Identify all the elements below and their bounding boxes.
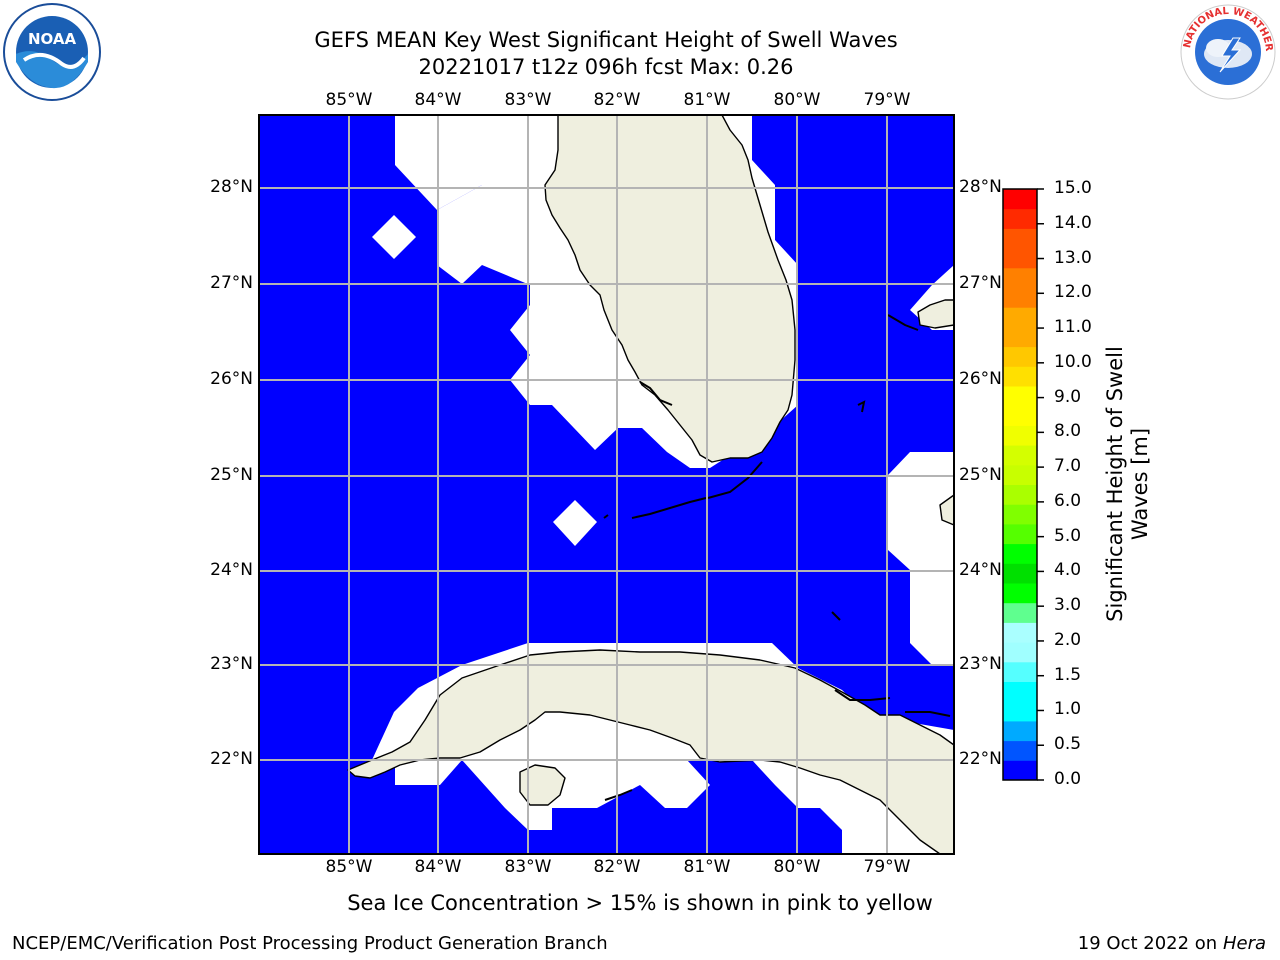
land-masses <box>347 115 954 854</box>
florida-land <box>544 115 796 463</box>
colorbar-bin <box>1003 464 1037 485</box>
colorbar-bin <box>1003 267 1037 288</box>
lon-label-top: 81°W <box>683 90 731 110</box>
map-subtitle: 20221017 t12z 096h fcst Max: 0.26 <box>418 55 794 79</box>
colorbar-tick-label: 8.0 <box>1054 421 1082 442</box>
colorbar-bin <box>1003 563 1037 584</box>
keys-islands <box>603 314 951 801</box>
colorbar-bin <box>1003 622 1037 643</box>
colorbar-tick-label: 0.5 <box>1054 734 1082 755</box>
colorbar-bin <box>1003 740 1037 761</box>
colorbar-tick-label: 14.0 <box>1054 212 1092 233</box>
colorbar-tick-label: 6.0 <box>1054 490 1082 511</box>
bahamas-land-2 <box>939 494 954 526</box>
colorbar-bin <box>1003 543 1037 564</box>
colorbar-tick-label: 1.0 <box>1054 699 1082 720</box>
colorbar-tick-label: 9.0 <box>1054 386 1082 407</box>
colorbar-frame <box>1002 188 1038 781</box>
svg-text:NOAA: NOAA <box>28 30 77 48</box>
colorbar-bin <box>1003 681 1037 702</box>
lon-label-bottom: 81°W <box>683 857 731 877</box>
colorbar-bin <box>1003 366 1037 387</box>
colorbar-bin <box>1003 346 1037 367</box>
lat-label-right: 28°N <box>959 177 1002 197</box>
colorbar-tick-label: 2.0 <box>1054 629 1082 650</box>
colorbar-bin <box>1003 602 1037 623</box>
lon-label-top: 83°W <box>504 90 552 110</box>
colorbar-label: Significant Height of Swell Waves [m] <box>1103 346 1152 622</box>
colorbar-bin <box>1003 445 1037 466</box>
lon-label-top: 85°W <box>325 90 373 110</box>
colorbar-bin <box>1003 760 1037 781</box>
colorbar <box>1002 188 1044 781</box>
colorbar-tick-label: 5.0 <box>1054 525 1082 546</box>
colorbar-tick-label: 15.0 <box>1054 178 1092 198</box>
lon-label-bottom: 83°W <box>504 857 552 877</box>
colorbar-bin <box>1003 307 1037 328</box>
colorbar-bin <box>1003 425 1037 446</box>
map-frame <box>258 114 955 855</box>
lat-label-left: 24°N <box>210 560 253 580</box>
lat-label-right: 24°N <box>959 560 1002 580</box>
colorbar-bin <box>1003 208 1037 229</box>
lat-label-right: 27°N <box>959 273 1002 293</box>
colorbar-bin <box>1003 661 1037 682</box>
colorbar-tick-label: 4.0 <box>1054 560 1082 581</box>
colorbar-bin <box>1003 386 1037 407</box>
colorbar-tick-label: 0.0 <box>1054 769 1082 789</box>
footer-date: 19 Oct 2022 on Hera <box>1077 933 1266 954</box>
colorbar-bin <box>1003 701 1037 722</box>
colorbar-bin <box>1003 228 1037 249</box>
lon-label-bottom: 80°W <box>773 857 821 877</box>
colorbar-tick-label: 12.0 <box>1054 282 1092 303</box>
lat-label-right: 23°N <box>959 654 1002 674</box>
colorbar-bin <box>1003 504 1037 525</box>
lat-label-right: 25°N <box>959 465 1002 485</box>
lon-label-top: 79°W <box>863 90 911 110</box>
lon-label-top: 80°W <box>773 90 821 110</box>
colorbar-tick-label: 10.0 <box>1054 351 1092 372</box>
lat-label-left: 23°N <box>210 654 253 674</box>
isle-of-youth-land <box>519 764 566 806</box>
lon-label-bottom: 79°W <box>863 857 911 877</box>
lat-label-right: 22°N <box>959 749 1002 769</box>
colorbar-bin <box>1003 189 1037 210</box>
colorbar-bin <box>1003 248 1037 269</box>
colorbar-tick-label: 13.0 <box>1054 247 1092 268</box>
lon-label-bottom: 84°W <box>414 857 462 877</box>
colorbar-bin <box>1003 583 1037 604</box>
footer-host: Hera <box>1222 933 1266 954</box>
colorbar-bin <box>1003 405 1037 426</box>
lat-label-left: 26°N <box>210 369 253 389</box>
lat-label-left: 28°N <box>210 177 253 197</box>
sea-ice-note: Sea Ice Concentration > 15% is shown in … <box>347 891 933 915</box>
nws-logo: NATIONAL WEATHER SERVICE <box>1178 2 1276 100</box>
lon-label-bottom: 85°W <box>325 857 373 877</box>
footer-branch: NCEP/EMC/Verification Post Processing Pr… <box>12 933 608 954</box>
colorbar-tick-label: 3.0 <box>1054 595 1082 616</box>
colorbar-bin <box>1003 720 1037 742</box>
map-title: GEFS MEAN Key West Significant Height of… <box>314 28 898 52</box>
colorbar-bin <box>1003 287 1037 308</box>
colorbar-bin <box>1003 523 1037 545</box>
cuba-land <box>347 649 954 854</box>
lat-label-left: 25°N <box>210 465 253 485</box>
bahamas-land-1 <box>917 299 954 329</box>
colorbar-bin <box>1003 326 1037 348</box>
colorbar-bin <box>1003 642 1037 663</box>
colorbar-tick-label: 1.5 <box>1054 664 1082 685</box>
colorbar-tick-label: 11.0 <box>1054 317 1092 338</box>
noaa-logo: NOAA <box>3 3 101 101</box>
colorbar-bin <box>1003 484 1037 505</box>
lat-label-left: 27°N <box>210 273 253 293</box>
lat-label-right: 26°N <box>959 369 1002 389</box>
lon-label-top: 84°W <box>414 90 462 110</box>
lat-label-left: 22°N <box>210 749 253 769</box>
graticule <box>259 115 954 854</box>
lon-label-top: 82°W <box>593 90 641 110</box>
colorbar-tick-label: 7.0 <box>1054 456 1082 477</box>
lon-label-bottom: 82°W <box>593 857 641 877</box>
